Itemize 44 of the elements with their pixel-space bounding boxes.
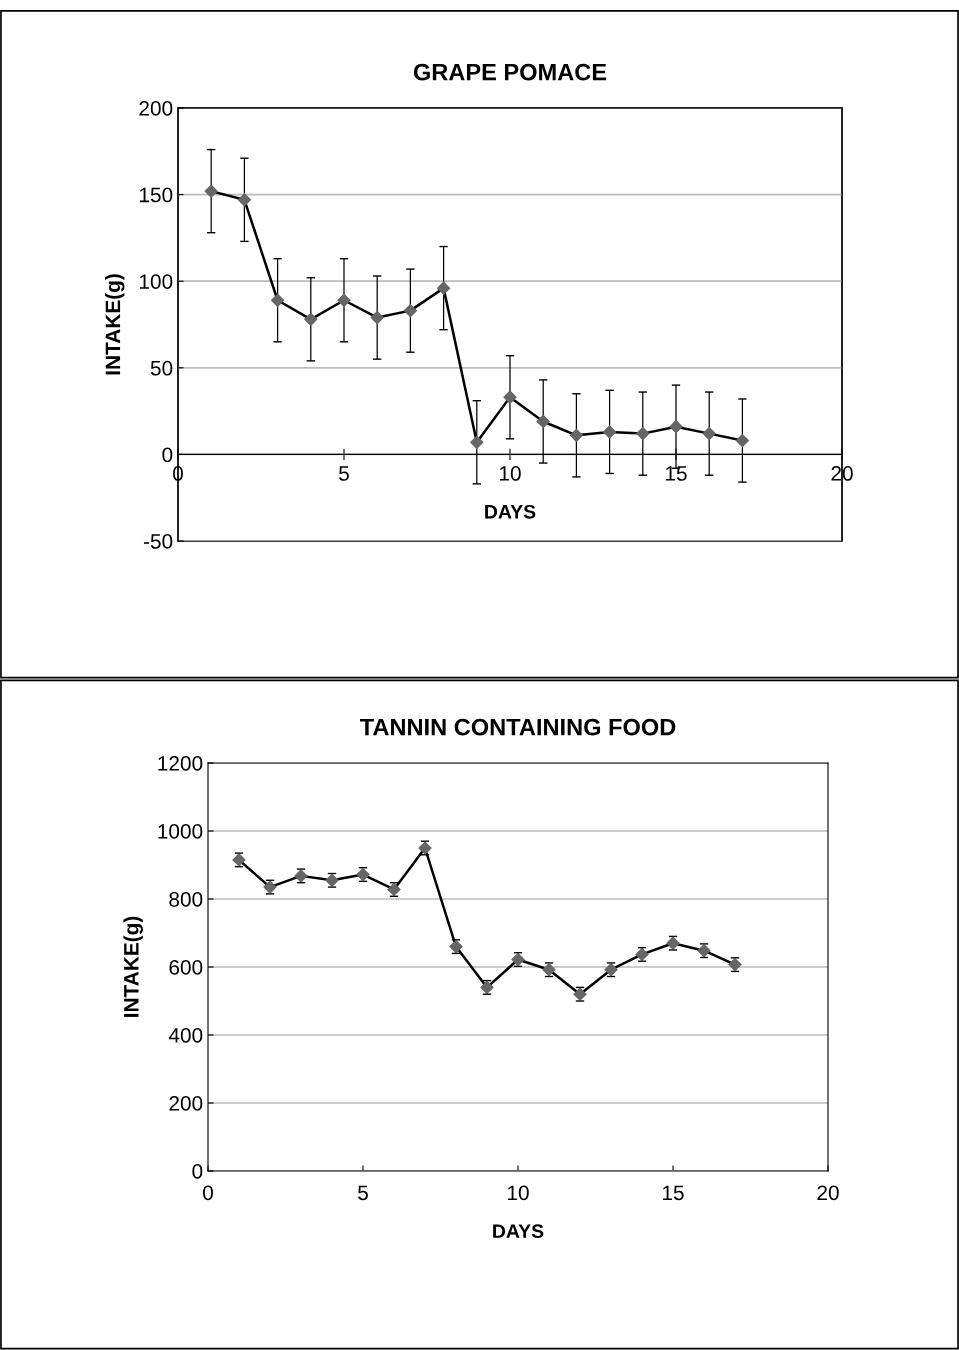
x-tick-label: 0 <box>203 1185 213 1201</box>
point <box>370 310 384 325</box>
point <box>337 293 351 307</box>
y-tick-label: -50 <box>143 534 173 549</box>
x-tick-label: 20 <box>817 1185 839 1201</box>
x-axis-title: DAYS <box>493 1224 544 1239</box>
point <box>237 193 251 207</box>
y-tick-label: 50 <box>150 360 173 376</box>
y-tick-label: 0 <box>162 447 173 463</box>
point <box>569 428 583 442</box>
x-tick-label: 15 <box>663 1185 684 1201</box>
y-axis-title: INTAKE(g) <box>104 274 125 375</box>
point <box>636 427 650 441</box>
y-tick-label: 800 <box>169 892 203 907</box>
y-tick-label: 1200 <box>158 756 203 771</box>
x-tick-label: 15 <box>666 466 687 481</box>
y-tick-label: 600 <box>169 960 203 975</box>
point <box>702 427 716 441</box>
point <box>735 433 749 448</box>
point <box>669 420 683 434</box>
point <box>437 281 451 295</box>
point <box>603 425 617 439</box>
y-axis-title: INTAKE(g) <box>123 916 143 1017</box>
point <box>503 390 517 404</box>
x-tick-label: 10 <box>508 1185 529 1201</box>
chart-title: TANNIN CONTAINING FOOD <box>359 718 676 736</box>
y-tick-label: 100 <box>139 274 173 289</box>
point <box>403 304 417 318</box>
point <box>304 312 318 326</box>
point <box>271 293 285 307</box>
y-tick-label: 0 <box>192 1164 203 1179</box>
y-tick-label: 400 <box>168 1028 203 1043</box>
point <box>204 184 218 198</box>
point <box>536 414 550 429</box>
point <box>470 435 484 449</box>
x-tick-label: 5 <box>358 1185 368 1201</box>
y-tick-label: 1000 <box>158 824 203 839</box>
x-axis-title: DAYS <box>485 504 536 519</box>
chart-title: GRAPE POMACE <box>413 63 607 81</box>
y-tick-label: 200 <box>169 1096 203 1111</box>
y-tick-label: 200 <box>139 101 173 116</box>
y-tick-label: 150 <box>139 187 173 203</box>
x-tick-label: 5 <box>339 466 349 481</box>
x-tick-label: 10 <box>500 466 521 481</box>
